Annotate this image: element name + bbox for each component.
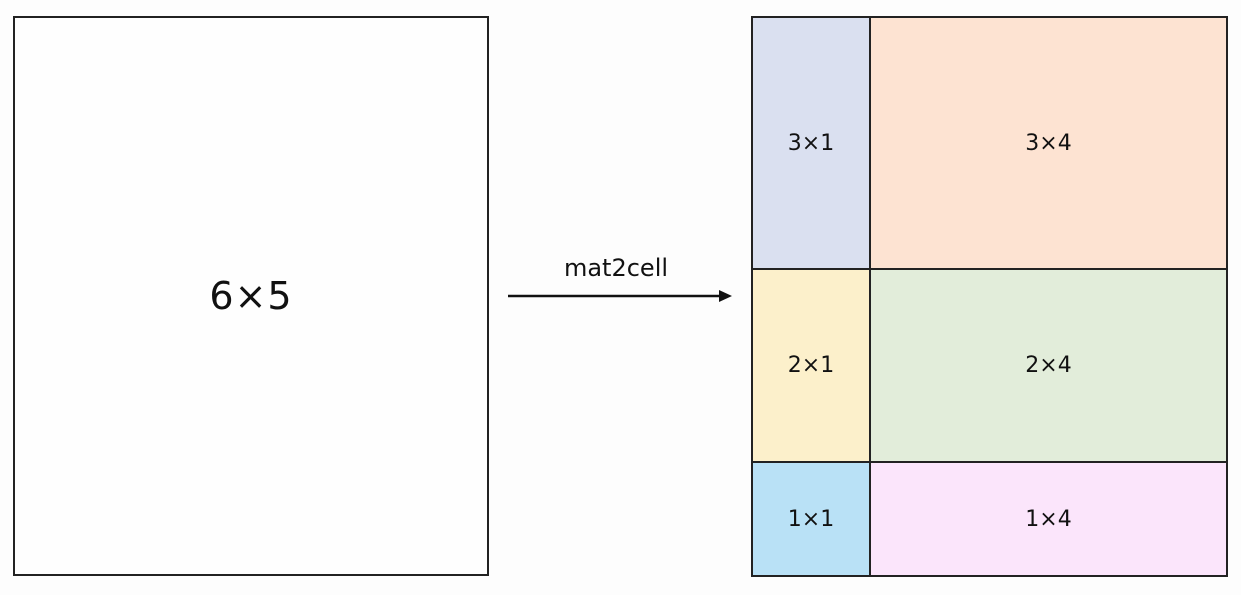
cell-label: 1×4 [1025, 506, 1072, 532]
source-matrix: 6×5 [13, 16, 489, 576]
cell-label: 1×1 [787, 506, 835, 532]
right-arrow-icon [508, 290, 732, 302]
cell-label: 3×4 [1025, 130, 1072, 156]
cell-array: 3×1 3×4 2×1 2×4 1×1 1×4 [751, 16, 1228, 577]
mat2cell-arrow: mat2cell [506, 250, 736, 310]
cell-3x4: 3×4 [871, 18, 1226, 270]
cell-1x4: 1×4 [871, 463, 1226, 575]
cell-label: 3×1 [787, 130, 835, 156]
cell-3x1: 3×1 [753, 18, 871, 270]
operation-label: mat2cell [563, 254, 669, 282]
cell-2x4: 2×4 [871, 270, 1226, 463]
cell-2x1: 2×1 [753, 270, 871, 463]
cell-1x1: 1×1 [753, 463, 871, 575]
cell-label: 2×4 [1025, 353, 1072, 378]
source-matrix-label: 6×5 [209, 274, 293, 318]
cell-label: 2×1 [787, 353, 835, 378]
